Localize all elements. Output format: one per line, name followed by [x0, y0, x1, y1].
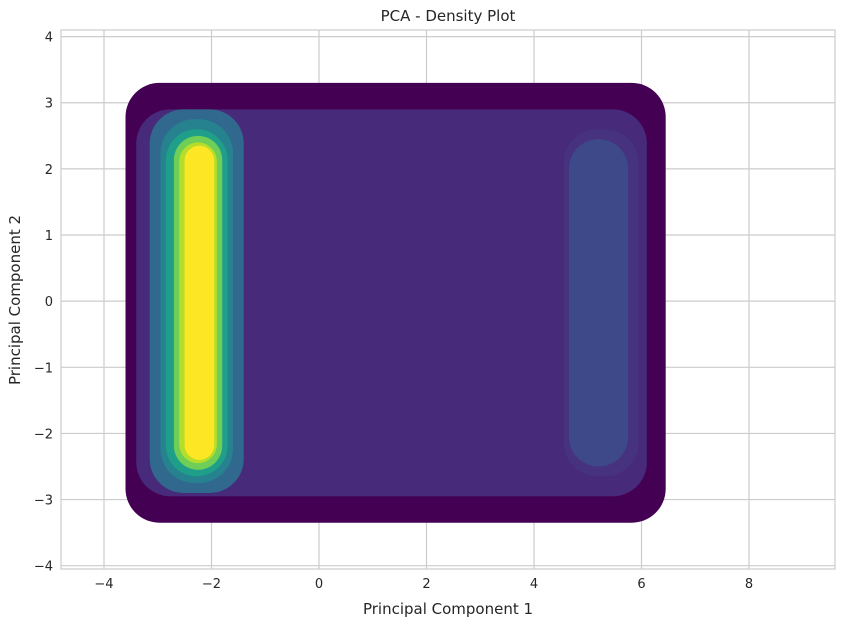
y-tick-label: 1	[45, 229, 53, 244]
x-axis-label: Principal Component 1	[363, 600, 533, 618]
y-tick-label: −4	[34, 560, 53, 575]
y-axis-label: Principal Component 2	[6, 215, 24, 385]
y-tick-label: 2	[45, 163, 53, 178]
x-tick-label: −2	[202, 577, 221, 592]
plot-area	[60, 29, 836, 570]
chart-title: PCA - Density Plot	[381, 7, 516, 25]
y-tick-label: 0	[45, 295, 53, 310]
y-tick-label: −1	[34, 361, 53, 376]
x-tick-label: 6	[637, 577, 645, 592]
density-level-10	[184, 145, 215, 460]
y-tick-label: 3	[45, 97, 53, 112]
x-tick-label: 2	[422, 577, 430, 592]
y-tick-label: 4	[45, 31, 53, 46]
x-tick-label: 4	[530, 577, 538, 592]
x-tick-label: −4	[94, 577, 113, 592]
x-tick-label: 0	[315, 577, 323, 592]
density-level-2	[136, 109, 647, 497]
x-tick-label: 8	[745, 577, 753, 592]
plot-frame	[60, 29, 836, 570]
y-tick-label: −2	[34, 427, 53, 442]
density-level-4	[568, 139, 629, 467]
y-tick-label: −3	[34, 494, 53, 509]
